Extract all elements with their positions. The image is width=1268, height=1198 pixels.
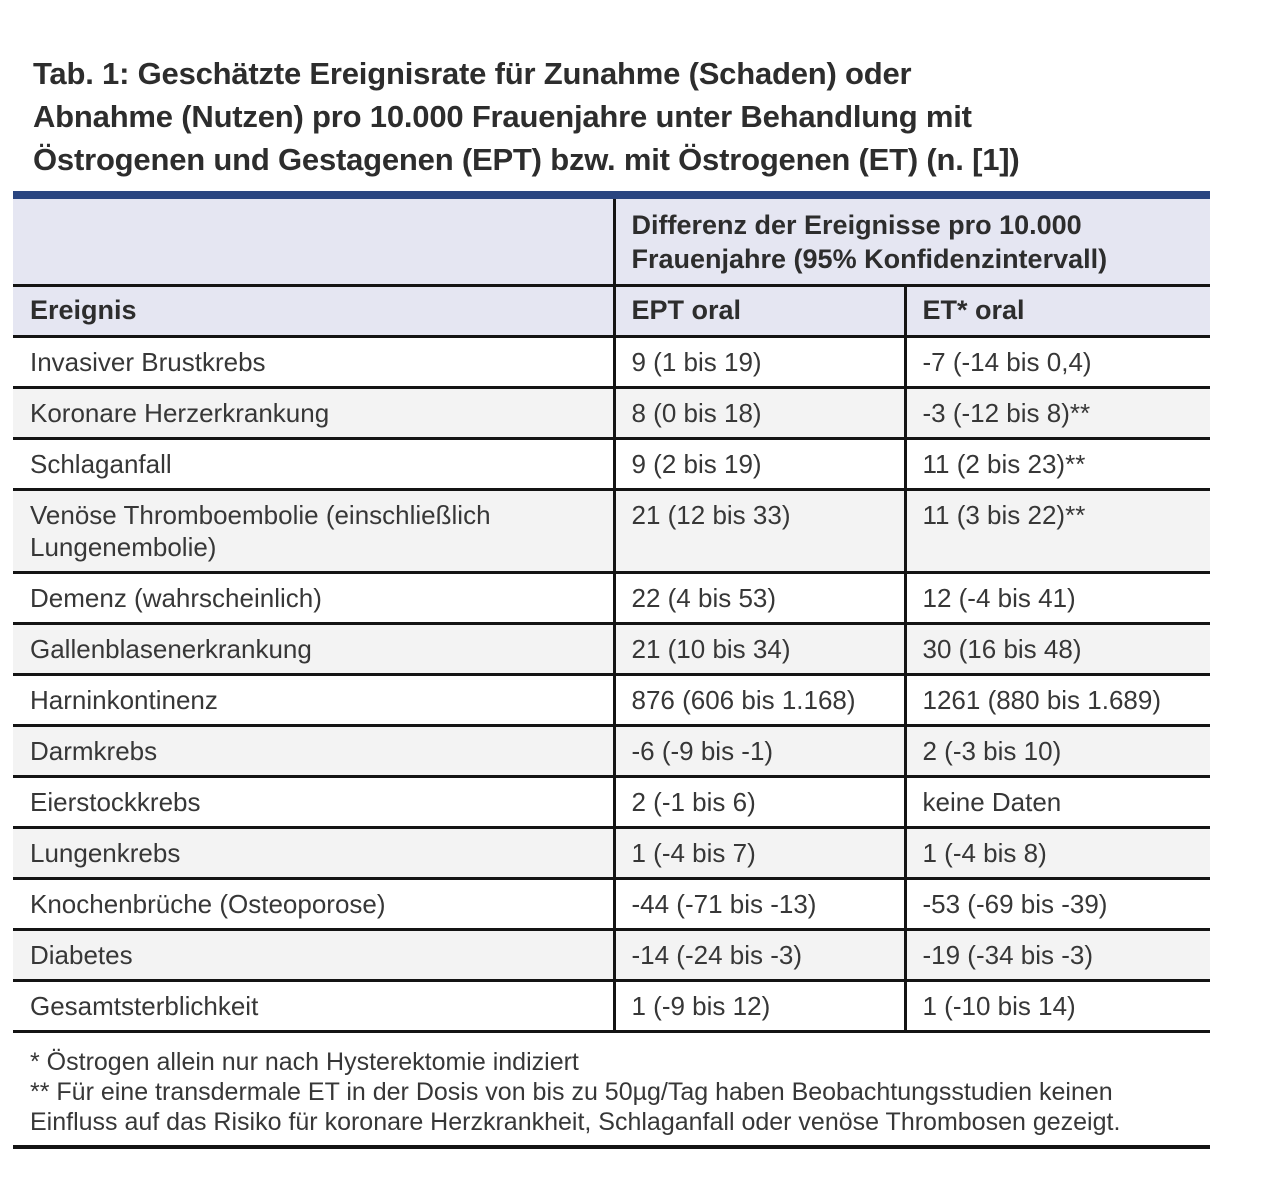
events-table: Differenz der Ereignisse pro 10.000 Frau…	[13, 199, 1210, 1033]
cell-et-oral: -53 (-69 bis -39)	[903, 878, 1210, 930]
table-row: Koronare Herzerkrankung 8 (0 bis 18) -3 …	[13, 387, 1210, 439]
table-row: Darmkrebs -6 (-9 bis -1) 2 (-3 bis 10)	[13, 725, 1210, 777]
cell-ereignis: Diabetes	[30, 940, 133, 970]
table-row: Venöse Thromboembolie (einschließlich Lu…	[13, 489, 1210, 573]
cell-et-oral: 2 (-3 bis 10)	[903, 725, 1210, 777]
cell-et-oral: 30 (16 bis 48)	[903, 623, 1210, 675]
table-row: Diabetes -14 (-24 bis -3) -19 (-34 bis -…	[13, 929, 1210, 981]
cell-et-oral: 11 (3 bis 22)**	[903, 489, 1210, 573]
table-row: Knochenbrüche (Osteoporose) -44 (-71 bis…	[13, 878, 1210, 930]
cell-et-oral: 12 (-4 bis 41)	[903, 572, 1210, 624]
cell-ept-oral: 8 (0 bis 18)	[612, 387, 905, 439]
table-row: Invasiver Brustkrebs 9 (1 bis 19) -7 (-1…	[13, 336, 1210, 388]
cell-ereignis: Invasiver Brustkrebs	[30, 347, 266, 377]
cell-ept-oral: -14 (-24 bis -3)	[612, 929, 905, 981]
cell-et-oral: -7 (-14 bis 0,4)	[903, 336, 1210, 388]
cell-ept-oral: 21 (12 bis 33)	[612, 489, 905, 573]
page-title-line-3: Östrogenen und Gestagenen (EPT) bzw. mit…	[33, 142, 1020, 177]
group-header-spacer-cell	[13, 199, 614, 286]
table-body: Invasiver Brustkrebs 9 (1 bis 19) -7 (-1…	[13, 336, 1210, 1032]
cell-ept-oral: 9 (1 bis 19)	[612, 336, 905, 388]
cell-ept-oral: -44 (-71 bis -13)	[612, 878, 905, 930]
page-title-line-2: Abnahme (Nutzen) pro 10.000 Frauenjahre …	[33, 99, 972, 134]
cell-ereignis: Lungenkrebs	[30, 838, 181, 868]
footnote-double-asterisk: ** Für eine transdermale ET in der Dosis…	[30, 1078, 1121, 1136]
table-row: Gesamtsterblichkeit 1 (-9 bis 12) 1 (-10…	[13, 980, 1210, 1032]
cell-ereignis: Demenz (wahrscheinlich)	[30, 583, 322, 613]
column-header-ept-oral: EPT oral	[612, 285, 905, 337]
footnote-asterisk: * Östrogen allein nur nach Hysterektomie…	[30, 1048, 579, 1076]
cell-ereignis: Darmkrebs	[30, 736, 158, 766]
cell-ept-oral: -6 (-9 bis -1)	[612, 725, 905, 777]
table-header: Differenz der Ereignisse pro 10.000 Frau…	[13, 199, 1210, 337]
column-header-row: Ereignis EPT oral ET* oral	[13, 285, 1210, 337]
cell-et-oral: 1261 (880 bis 1.689)	[903, 674, 1210, 726]
cell-et-oral: keine Daten	[903, 776, 1210, 828]
cell-ereignis: Gallenblasenerkrankung	[30, 634, 312, 664]
table-row: Demenz (wahrscheinlich) 22 (4 bis 53) 12…	[13, 572, 1210, 624]
cell-ept-oral: 22 (4 bis 53)	[612, 572, 905, 624]
page-title-line-1: Tab. 1: Geschätzte Ereignisrate für Zuna…	[33, 56, 912, 91]
cell-ereignis: Eierstockkrebs	[30, 787, 201, 817]
column-header-et-oral: ET* oral	[903, 285, 1210, 337]
cell-ereignis: Knochenbrüche (Osteoporose)	[30, 889, 386, 919]
cell-et-oral: -19 (-34 bis -3)	[903, 929, 1210, 981]
table-row: Lungenkrebs 1 (-4 bis 7) 1 (-4 bis 8)	[13, 827, 1210, 879]
cell-ept-oral: 21 (10 bis 34)	[612, 623, 905, 675]
page: Tab. 1: Geschätzte Ereignisrate für Zuna…	[13, 52, 1210, 1149]
cell-ereignis: Venöse Thromboembolie (einschließlich Lu…	[30, 500, 491, 562]
group-header-cell: Differenz der Ereignisse pro 10.000 Frau…	[612, 199, 1210, 286]
group-header-row: Differenz der Ereignisse pro 10.000 Frau…	[13, 199, 1210, 286]
cell-ept-oral: 2 (-1 bis 6)	[612, 776, 905, 828]
table-row: Eierstockkrebs 2 (-1 bis 6) keine Daten	[13, 776, 1210, 828]
cell-et-oral: 1 (-10 bis 14)	[903, 980, 1210, 1032]
cell-ereignis: Harninkontinenz	[30, 685, 218, 715]
cell-et-oral: 11 (2 bis 23)**	[903, 438, 1210, 490]
cell-ereignis: Gesamtsterblichkeit	[30, 991, 259, 1021]
table-row: Harninkontinenz 876 (606 bis 1.168) 1261…	[13, 674, 1210, 726]
cell-ept-oral: 876 (606 bis 1.168)	[612, 674, 905, 726]
table-row: Gallenblasenerkrankung 21 (10 bis 34) 30…	[13, 623, 1210, 675]
cell-ept-oral: 9 (2 bis 19)	[612, 438, 905, 490]
footnotes: * Östrogen allein nur nach Hysterektomie…	[13, 1047, 1210, 1149]
column-header-ereignis: Ereignis	[13, 285, 614, 337]
page-title: Tab. 1: Geschätzte Ereignisrate für Zuna…	[33, 52, 1210, 181]
cell-ept-oral: 1 (-9 bis 12)	[612, 980, 905, 1032]
cell-et-oral: 1 (-4 bis 8)	[903, 827, 1210, 879]
cell-et-oral: -3 (-12 bis 8)**	[903, 387, 1210, 439]
table-row: Schlaganfall 9 (2 bis 19) 11 (2 bis 23)*…	[13, 438, 1210, 490]
cell-ereignis: Schlaganfall	[30, 449, 172, 479]
table-accent-bar	[13, 191, 1210, 199]
cell-ereignis: Koronare Herzerkrankung	[30, 398, 330, 428]
cell-ept-oral: 1 (-4 bis 7)	[612, 827, 905, 879]
